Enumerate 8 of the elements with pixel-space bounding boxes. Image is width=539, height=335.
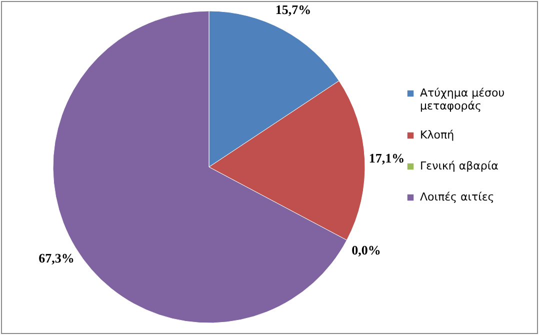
data-label: 15,7% xyxy=(275,2,312,18)
data-label: 67,3% xyxy=(38,250,74,266)
legend-label: Ατύχημα μέσου μεταφοράς xyxy=(420,86,505,112)
legend-label: Γενική αβαρία xyxy=(420,160,498,172)
legend-label: Λοιπές αιτίες xyxy=(420,190,494,204)
text: 0,0% xyxy=(352,242,381,258)
legend-label: Κλοπή xyxy=(420,128,454,142)
data-label: 17,1% xyxy=(368,150,405,166)
